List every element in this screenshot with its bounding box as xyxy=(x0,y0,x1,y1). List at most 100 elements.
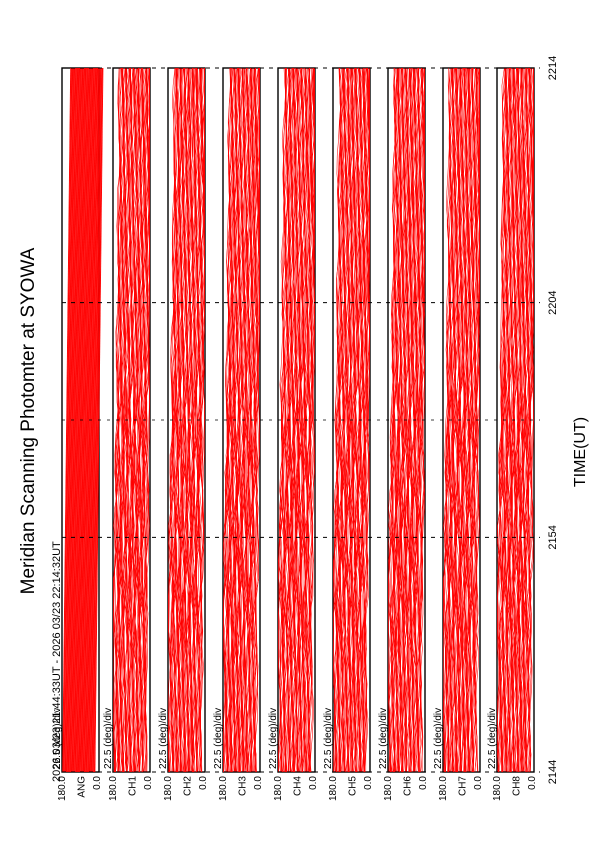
panel-ch4: 180.0 0.0 CH4 22.5 (deg)/div xyxy=(268,67,319,801)
channel-label: CH5 xyxy=(348,776,359,796)
y-min-label: 0.0 xyxy=(418,776,429,790)
x-ticks-group: 2144 2154 2204 2214 xyxy=(62,56,559,784)
trace-line xyxy=(71,67,80,773)
trace-line xyxy=(526,68,534,773)
trace-line xyxy=(63,67,72,773)
trace-line xyxy=(457,67,467,773)
scale-label: 22.5 (deg)/div xyxy=(378,708,389,769)
channel-label: CH2 xyxy=(183,776,194,796)
rotated-plot: Meridian Scanning Photomter at SYOWA 202… xyxy=(18,56,589,801)
trace-line xyxy=(443,67,451,773)
trace-line xyxy=(523,67,532,773)
trace-line xyxy=(66,67,75,773)
trace-line xyxy=(70,67,80,773)
trace-line xyxy=(305,67,315,773)
trace-line xyxy=(139,67,149,773)
trace-line xyxy=(74,67,83,773)
trace-line xyxy=(90,67,100,773)
trace-line xyxy=(177,67,187,773)
trace-line xyxy=(80,67,89,773)
panels-group: 180.0 0.0 ANG 22.5 (deg)/div 180.0 0.0 CH1 22.5… xyxy=(52,67,538,801)
trace-line xyxy=(391,67,400,773)
trace-line xyxy=(70,67,79,773)
trace-line xyxy=(497,67,507,773)
trace-line xyxy=(137,67,148,773)
trace-line xyxy=(91,67,100,773)
trace-line xyxy=(83,67,93,773)
y-min-label: 0.0 xyxy=(143,776,154,790)
trace-line xyxy=(93,67,102,773)
trace-line xyxy=(413,67,424,773)
trace-line xyxy=(298,67,308,773)
time-range-label: 2026 03/23 21:44:33UT - 2026 03/23 22:14… xyxy=(51,541,63,782)
y-min-label: 0.0 xyxy=(198,776,209,790)
trace-line xyxy=(72,67,82,773)
trace-line xyxy=(414,67,424,773)
scale-label: 22.5 (deg)/div xyxy=(433,708,444,769)
y-min-label: 0.0 xyxy=(363,776,374,790)
trace-line xyxy=(307,67,315,773)
scale-label: 22.5 (deg)/div xyxy=(323,708,334,769)
trace-line xyxy=(294,67,304,773)
trace-line xyxy=(453,67,463,773)
trace-line xyxy=(72,67,81,773)
trace-line xyxy=(72,67,82,773)
panel-ch6: 180.0 0.0 CH6 22.5 (deg)/div xyxy=(378,67,429,801)
trace-line xyxy=(182,67,191,773)
trace-line xyxy=(403,67,413,773)
trace-line xyxy=(340,67,352,773)
trace-line xyxy=(79,67,88,773)
trace-line xyxy=(82,67,91,773)
trace-line xyxy=(143,68,150,773)
channel-label: CH1 xyxy=(128,776,139,796)
trace-line xyxy=(62,67,71,773)
trace-line xyxy=(92,67,101,773)
y-max-label: 180.0 xyxy=(218,776,229,801)
trace-line xyxy=(73,67,82,773)
trace-line xyxy=(526,67,534,773)
trace-line xyxy=(81,67,90,773)
trace-line xyxy=(193,67,202,773)
trace-line xyxy=(120,67,129,773)
trace-line xyxy=(64,67,73,773)
trace-line xyxy=(333,67,342,773)
trace-line xyxy=(88,67,97,773)
trace-line xyxy=(196,68,205,773)
trace-line xyxy=(65,67,74,773)
channel-label: ANG xyxy=(77,776,88,798)
channel-label: CH7 xyxy=(458,776,469,796)
trace-line xyxy=(170,67,180,773)
trace-line xyxy=(388,67,396,773)
panel-ch3: 180.0 0.0 CH3 22.5 (deg)/div xyxy=(213,67,264,801)
trace-line xyxy=(81,67,90,773)
y-max-label: 180.0 xyxy=(273,776,284,801)
trace-line xyxy=(189,67,198,773)
trace-line xyxy=(82,67,92,773)
x-tick-label: 2204 xyxy=(547,290,559,314)
x-tick-label: 2214 xyxy=(547,56,559,80)
panel-ang: 180.0 0.0 ANG 22.5 (deg)/div xyxy=(52,67,104,801)
trace-line xyxy=(91,67,101,773)
trace-line xyxy=(252,68,260,773)
trace-line xyxy=(181,67,191,773)
trace-line xyxy=(62,67,72,773)
trace-line xyxy=(391,67,399,773)
trace-line xyxy=(281,67,292,773)
trace-line xyxy=(81,67,91,773)
scale-label: 22.5 (deg)/div xyxy=(213,708,224,769)
trace-line xyxy=(398,67,408,773)
trace-line xyxy=(69,67,79,773)
trace-line xyxy=(468,67,479,773)
trace-line xyxy=(63,67,73,773)
trace-line xyxy=(71,67,81,773)
trace-line xyxy=(64,67,74,773)
trace-line xyxy=(79,67,89,773)
y-max-label: 180.0 xyxy=(108,776,119,801)
y-max-label: 180.0 xyxy=(328,776,339,801)
trace-line xyxy=(75,67,85,773)
trace-line xyxy=(92,67,102,773)
trace-line xyxy=(353,67,362,773)
trace-line xyxy=(132,67,140,773)
panel-ch8: 180.0 0.0 CH8 22.5 (deg)/div xyxy=(487,67,538,801)
